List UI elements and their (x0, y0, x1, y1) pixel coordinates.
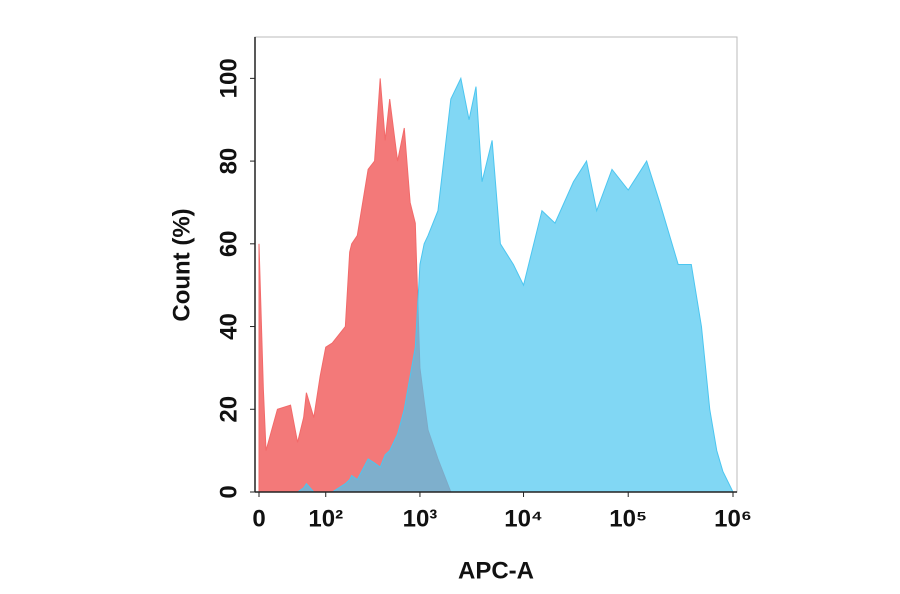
y-axis-title: Count (%) (168, 208, 195, 321)
plot-area (258, 76, 734, 493)
y-tick-label: 80 (215, 148, 242, 175)
x-axis-title: APC-A (458, 557, 534, 584)
x-tick-label: 10⁴ (504, 505, 543, 532)
y-tick-label: 40 (215, 313, 242, 340)
y-tick-label: 0 (215, 485, 242, 498)
x-tick-label: 10⁵ (609, 505, 647, 532)
x-tick-label: 10⁶ (714, 505, 752, 532)
y-tick-label: 100 (215, 58, 242, 98)
x-tick-label: 0 (252, 505, 265, 532)
x-tick-label: 10³ (403, 505, 438, 532)
y-tick-label: 20 (215, 396, 242, 423)
x-tick-label: 10² (308, 505, 343, 532)
y-tick-label: 60 (215, 230, 242, 257)
